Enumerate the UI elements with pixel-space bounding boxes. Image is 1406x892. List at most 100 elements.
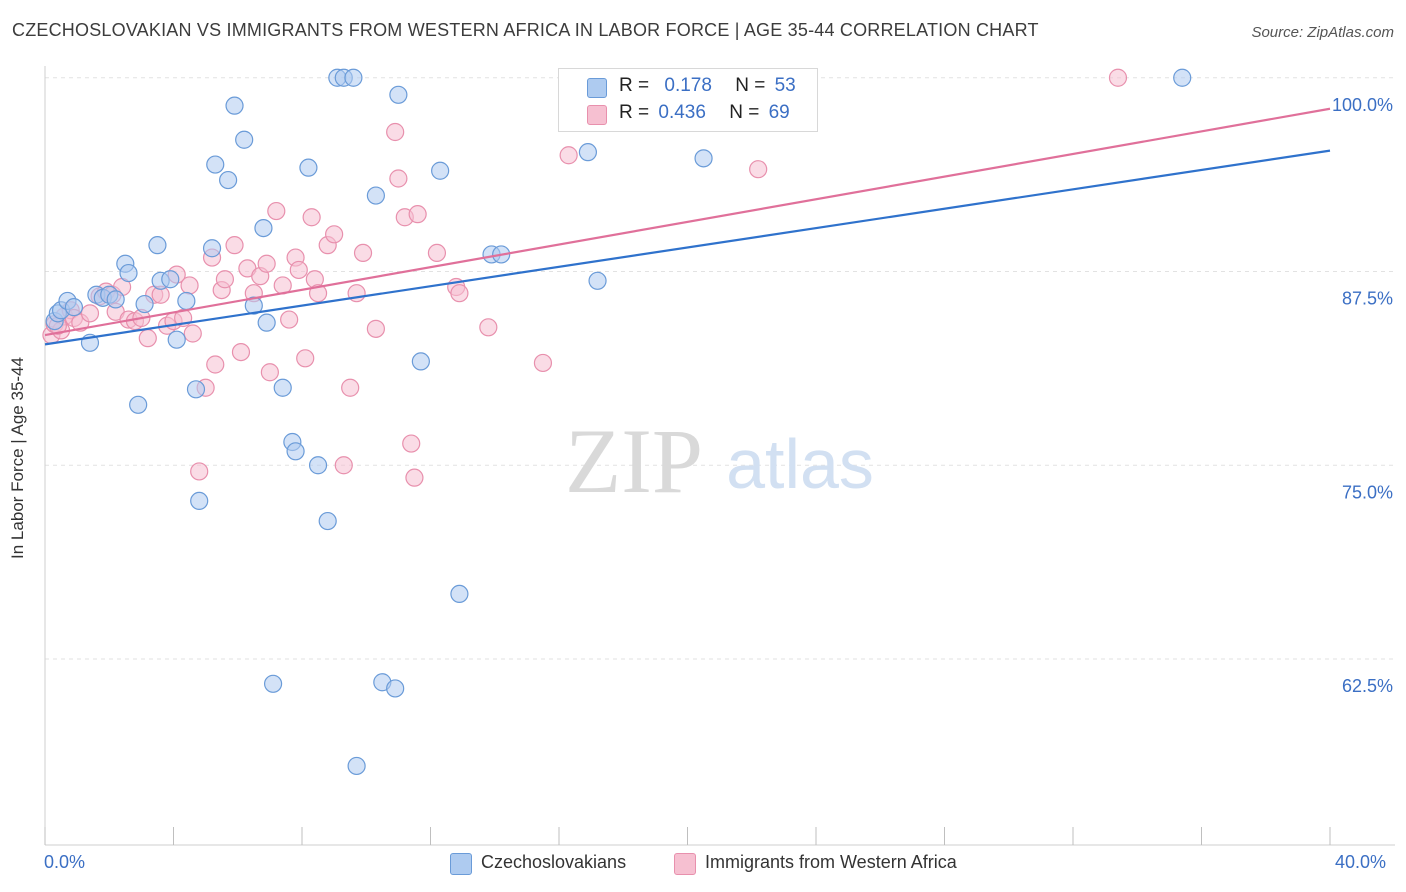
point-czechoslovakians <box>119 263 138 283</box>
x-tick-min: 0.0% <box>44 852 86 872</box>
point-czechoslovakians <box>148 236 167 255</box>
point-czechoslovakians <box>578 143 598 162</box>
point-immigrants <box>180 276 199 295</box>
point-czechoslovakians <box>202 239 222 258</box>
y-tick-label: 100.0% <box>1332 95 1393 115</box>
point-czechoslovakians <box>386 679 405 698</box>
point-czechoslovakians <box>235 130 254 149</box>
point-immigrants <box>427 243 447 262</box>
point-immigrants <box>302 208 321 227</box>
point-czechoslovakians <box>190 491 209 510</box>
legend-r-value: 0.436 <box>658 102 706 123</box>
point-immigrants <box>257 254 276 273</box>
point-immigrants <box>389 169 408 188</box>
point-immigrants <box>231 343 251 362</box>
watermark-atlas: atlas <box>726 425 874 503</box>
y-tick-label: 62.5% <box>1342 676 1393 696</box>
trend-line-czechoslovakians <box>44 149 1331 346</box>
point-immigrants <box>408 205 427 224</box>
point-czechoslovakians <box>106 290 125 309</box>
point-czechoslovakians <box>450 584 469 604</box>
point-czechoslovakians <box>129 395 148 414</box>
point-czechoslovakians <box>431 161 450 180</box>
point-czechoslovakians <box>263 674 283 693</box>
y-tick-label: 87.5% <box>1342 289 1393 309</box>
legend-n-label: N = <box>729 102 760 123</box>
point-czechoslovakians <box>167 330 186 349</box>
y-tick-label: 75.0% <box>1342 482 1393 502</box>
x-tick-max: 40.0% <box>1335 852 1387 872</box>
point-immigrants <box>559 146 578 165</box>
point-immigrants <box>366 319 385 338</box>
point-immigrants <box>1108 68 1128 87</box>
point-czechoslovakians <box>588 271 607 290</box>
chart-source: Source: ZipAtlas.com <box>1251 24 1394 41</box>
point-immigrants <box>386 122 405 142</box>
point-immigrants <box>260 363 279 382</box>
point-immigrants <box>225 236 244 255</box>
trend-line-immigrants <box>44 107 1331 337</box>
bottom-legend-immigrants: Immigrants from Western Africa <box>705 852 957 872</box>
point-czechoslovakians <box>389 85 408 104</box>
point-immigrants <box>215 270 234 289</box>
bottom-legend-czechoslovakians: Czechoslovakians <box>481 852 627 872</box>
point-immigrants <box>190 462 209 481</box>
legend-row-immigrants: R = 0.436 N = 69 <box>619 102 790 124</box>
point-czechoslovakians <box>318 511 337 531</box>
point-czechoslovakians <box>254 219 273 238</box>
chart-title: CZECHOSLOVAKIAN VS IMMIGRANTS FROM WESTE… <box>12 20 1039 40</box>
point-czechoslovakians <box>694 149 713 168</box>
legend-n-label: N = <box>735 75 766 96</box>
trend-lines <box>44 107 1331 346</box>
point-czechoslovakians <box>286 442 305 461</box>
point-immigrants <box>353 243 373 262</box>
point-czechoslovakians <box>344 68 363 87</box>
legend-swatch-czechoslovakians <box>587 78 607 98</box>
point-czechoslovakians <box>411 352 430 371</box>
point-immigrants <box>138 329 157 348</box>
point-immigrants <box>267 201 286 221</box>
point-czechoslovakians <box>64 298 84 317</box>
point-immigrants <box>325 225 344 244</box>
legend-n-value: 69 <box>768 102 790 123</box>
point-immigrants <box>405 468 424 487</box>
axes <box>44 66 1395 846</box>
point-immigrants <box>308 284 328 303</box>
legend-r-value: 0.178 <box>664 75 712 96</box>
point-immigrants <box>80 304 100 323</box>
point-immigrants <box>749 160 768 179</box>
point-czechoslovakians <box>135 294 154 314</box>
point-czechoslovakians <box>225 96 244 115</box>
point-czechoslovakians <box>347 756 366 776</box>
point-czechoslovakians <box>206 155 225 174</box>
point-czechoslovakians <box>308 456 328 475</box>
point-immigrants <box>183 324 202 343</box>
point-immigrants <box>334 456 353 475</box>
series-czechoslovakians-points <box>45 68 1192 776</box>
point-immigrants <box>450 284 469 303</box>
legend-r-label: R = <box>619 75 650 96</box>
stats-legend: R = 0.178 N = 53 R = 0.436 N = 69 <box>558 68 818 132</box>
point-immigrants <box>341 378 360 397</box>
point-czechoslovakians <box>244 296 263 315</box>
y-tick-labels: 62.5% 75.0% 87.5% 100.0% <box>1332 95 1393 696</box>
point-czechoslovakians <box>1173 68 1192 87</box>
point-immigrants <box>280 310 299 329</box>
watermark: ZIP atlas <box>565 410 874 512</box>
y-axis-label: In Labor Force | Age 35-44 <box>8 357 27 559</box>
point-immigrants <box>289 260 308 280</box>
point-immigrants <box>533 353 553 373</box>
point-czechoslovakians <box>219 170 238 190</box>
point-immigrants <box>479 318 498 337</box>
bottom-legend-swatch-immigrants <box>674 853 696 875</box>
point-czechoslovakians <box>161 270 180 289</box>
watermark-zip: ZIP <box>565 410 703 512</box>
point-czechoslovakians <box>177 291 196 311</box>
point-czechoslovakians <box>299 158 318 177</box>
point-immigrants <box>206 355 225 374</box>
bottom-legend-swatch-czechoslovakians <box>450 853 472 875</box>
point-czechoslovakians <box>273 378 292 397</box>
legend-n-value: 53 <box>774 75 796 96</box>
point-czechoslovakians <box>186 380 206 399</box>
